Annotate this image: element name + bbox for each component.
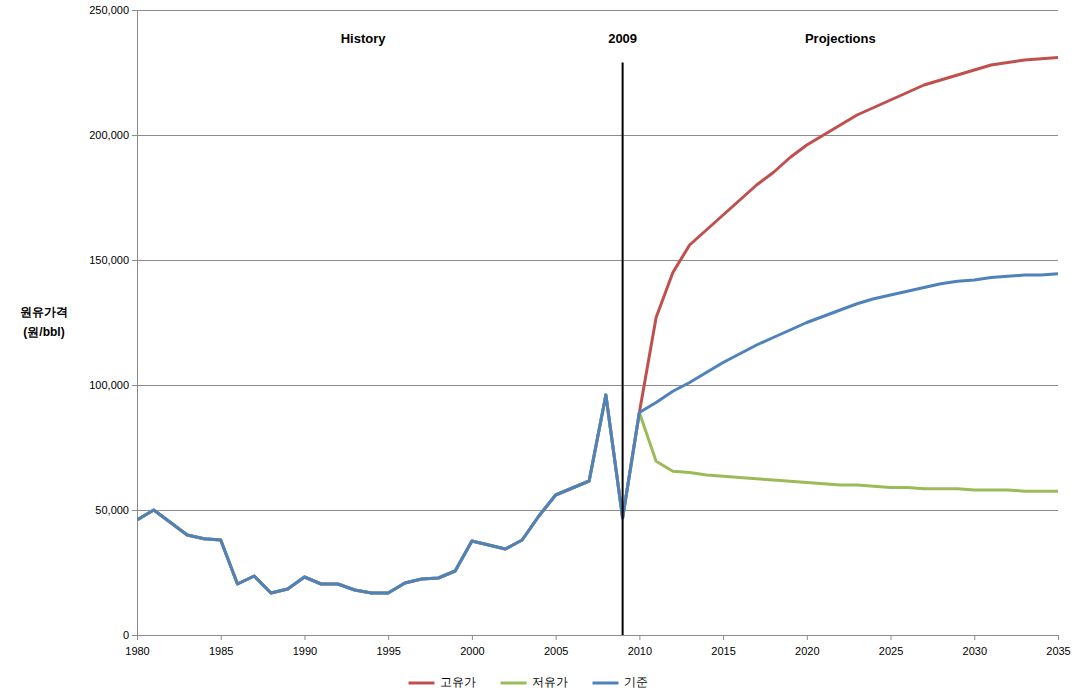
y-tick-label: 150,000	[89, 254, 129, 266]
y-tick: 50,000	[95, 504, 137, 516]
y-tick-label: 200,000	[89, 129, 129, 141]
divider-line	[622, 63, 624, 636]
y-tick-mark	[132, 510, 137, 511]
x-tick: 1980	[125, 635, 149, 657]
x-tick: 2010	[628, 635, 652, 657]
x-tick-label: 1995	[376, 645, 400, 657]
grid-line	[137, 635, 1058, 636]
series-line	[137, 58, 1058, 594]
y-tick-mark	[132, 10, 137, 11]
x-tick-mark	[723, 635, 724, 640]
y-tick: 100,000	[89, 379, 137, 391]
x-tick-mark	[556, 635, 557, 640]
grid-line	[137, 10, 1058, 11]
x-tick-mark	[137, 635, 138, 640]
x-tick-label: 2025	[879, 645, 903, 657]
legend-swatch	[409, 682, 435, 685]
y-tick: 0	[123, 629, 137, 641]
legend-swatch	[593, 682, 619, 685]
x-tick-label: 2005	[544, 645, 568, 657]
x-tick-mark	[891, 635, 892, 640]
x-tick-label: 1980	[125, 645, 149, 657]
x-tick: 2005	[544, 635, 568, 657]
legend: 고유가 저유가 기준	[409, 675, 648, 689]
x-tick: 2025	[879, 635, 903, 657]
grid-line	[137, 510, 1058, 511]
y-tick: 200,000	[89, 129, 137, 141]
x-axis: 1980 1985 1990 1995 2000 2005 2010 2015 2020 2025…	[125, 635, 1070, 657]
legend-item: 고유가	[409, 675, 476, 689]
y-tick-mark	[132, 135, 137, 136]
y-tick: 150,000	[89, 254, 137, 266]
annotation: Projections	[805, 31, 876, 46]
y-tick-label: 0	[123, 629, 129, 641]
x-tick-mark	[974, 635, 975, 640]
legend-item: 기준	[593, 675, 648, 689]
y-axis-line	[137, 11, 138, 636]
x-tick-mark	[221, 635, 222, 640]
x-tick: 2030	[963, 635, 987, 657]
x-tick: 1995	[376, 635, 400, 657]
grid-line	[137, 135, 1058, 136]
marks	[137, 58, 1058, 636]
x-tick-label: 2015	[711, 645, 735, 657]
legend-label: 기준	[624, 675, 648, 689]
legend-label: 저유가	[532, 675, 568, 689]
annotation: 2009	[608, 31, 637, 46]
series-line	[137, 395, 1058, 593]
x-tick-mark	[388, 635, 389, 640]
x-tick: 1990	[293, 635, 317, 657]
series-line	[137, 274, 1058, 593]
grid-line	[137, 385, 1058, 386]
x-tick: 2015	[711, 635, 735, 657]
plot: 050,000100,000150,000200,000250,00019801…	[89, 4, 1071, 657]
x-tick-label: 2000	[460, 645, 484, 657]
legend-label: 고유가	[440, 675, 476, 689]
y-tick-label: 250,000	[89, 4, 129, 16]
x-tick-label: 1985	[209, 645, 233, 657]
x-tick: 2020	[795, 635, 819, 657]
x-tick-mark	[304, 635, 305, 640]
y-tick: 250,000	[89, 4, 137, 16]
x-tick-mark	[1058, 635, 1059, 640]
grid	[137, 10, 1058, 635]
x-tick-label: 1990	[293, 645, 317, 657]
y-axis-title-line: (원/bbl)	[23, 325, 64, 339]
x-tick-label: 2020	[795, 645, 819, 657]
legend-swatch	[501, 682, 527, 685]
y-tick-label: 50,000	[95, 504, 129, 516]
x-tick-mark	[639, 635, 640, 640]
legend-item: 저유가	[501, 675, 568, 689]
y-tick-label: 100,000	[89, 379, 129, 391]
x-tick-mark	[472, 635, 473, 640]
annotation: History	[341, 31, 387, 46]
x-tick-label: 2010	[628, 645, 652, 657]
x-tick: 2000	[460, 635, 484, 657]
y-axis: 0 50,000 100,000 150,000 200,000 250,000	[89, 4, 137, 641]
x-tick-label: 2035	[1046, 645, 1070, 657]
y-axis-title: 원유가격 (원/bbl)	[20, 305, 68, 339]
y-axis-title-line: 원유가격	[20, 305, 68, 319]
x-tick-label: 2030	[963, 645, 987, 657]
grid-line	[137, 260, 1058, 261]
x-tick: 2035	[1046, 635, 1070, 657]
chart: 050,000100,000150,000200,000250,00019801…	[0, 0, 1077, 700]
x-axis-line	[138, 635, 1059, 636]
y-tick-mark	[132, 385, 137, 386]
x-tick: 1985	[209, 635, 233, 657]
y-tick-mark	[132, 635, 137, 636]
x-tick-mark	[807, 635, 808, 640]
y-tick-mark	[132, 260, 137, 261]
